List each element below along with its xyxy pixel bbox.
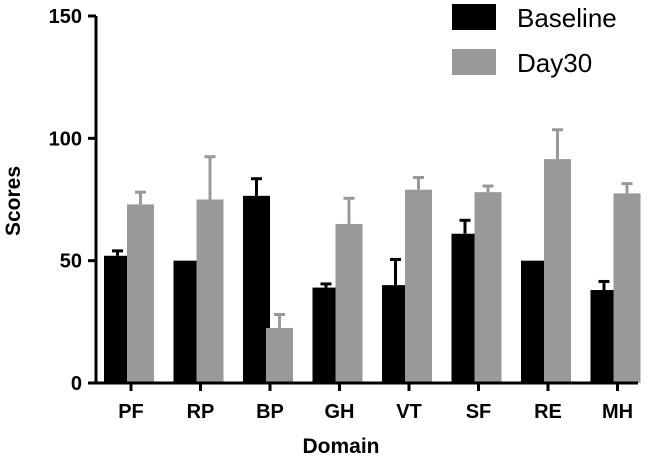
x-axis-title: Domain xyxy=(302,435,379,458)
bar-day30-vt xyxy=(405,189,432,383)
legend-swatch-baseline xyxy=(452,4,496,30)
y-tick-label-50: 50 xyxy=(60,251,82,273)
x-tick-label-gh: GH xyxy=(325,401,355,423)
legend-label-day30: Day30 xyxy=(517,48,592,78)
bar-day30-sf xyxy=(474,192,502,383)
y-axis-title: Scores xyxy=(2,166,25,236)
bar-baseline-vt xyxy=(382,285,409,383)
bar-baseline-bp xyxy=(243,195,270,383)
bar-day30-mh xyxy=(613,193,641,383)
bar-day30-bp xyxy=(266,327,293,383)
legend: Baseline Day30 xyxy=(452,3,617,78)
y-tick-label-100: 100 xyxy=(49,128,82,150)
y-tick-label-0: 0 xyxy=(71,373,82,395)
legend-label-baseline: Baseline xyxy=(517,3,617,33)
bar-day30-re xyxy=(544,159,571,383)
x-tick-label-mh: MH xyxy=(602,401,633,423)
bar-baseline-gh xyxy=(312,287,340,383)
bar-day30-pf xyxy=(127,204,154,383)
x-tick-label-vt: VT xyxy=(396,401,422,423)
x-tick-label-sf: SF xyxy=(466,401,492,423)
legend-swatch-day30 xyxy=(452,49,496,75)
bar-baseline-rp xyxy=(173,260,201,383)
y-tick-label-150: 150 xyxy=(49,6,82,28)
x-tick-label-re: RE xyxy=(534,401,562,423)
bar-baseline-pf xyxy=(104,255,131,383)
bar-baseline-re xyxy=(521,260,548,383)
bar-day30-rp xyxy=(196,199,224,383)
plot-area xyxy=(104,128,641,383)
x-tick-label-bp: BP xyxy=(256,401,284,423)
axes: 0 50 100 150 PF RP BP GH VT SF RE MH xyxy=(49,6,638,423)
bar-baseline-mh xyxy=(590,290,618,383)
bar-baseline-sf xyxy=(451,233,479,383)
x-tick-label-pf: PF xyxy=(118,401,144,423)
x-tick-label-rp: RP xyxy=(187,401,215,423)
bar-day30-gh xyxy=(335,223,363,383)
